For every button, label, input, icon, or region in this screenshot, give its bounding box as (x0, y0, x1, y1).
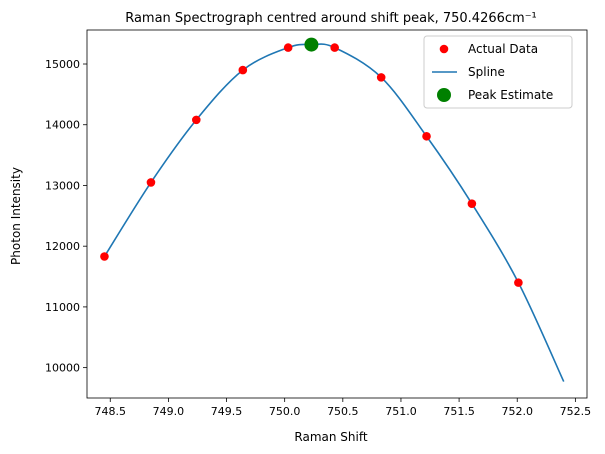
x-tick-label: 749.5 (211, 405, 243, 418)
data-point (330, 43, 339, 52)
data-point (146, 178, 156, 187)
x-tick-label: 751.5 (443, 405, 475, 418)
y-tick-label: 10000 (45, 362, 80, 375)
y-axis-label: Photon Intensity (9, 167, 23, 265)
data-point (422, 131, 431, 141)
legend: Actual Data Spline Peak Estimate (423, 35, 573, 109)
y-tick-label: 12000 (45, 240, 80, 253)
data-point (283, 43, 293, 52)
peak-estimate-point (304, 37, 319, 52)
legend-label: Spline (468, 65, 505, 79)
x-axis-label: Raman Shift (294, 430, 367, 444)
y-tick-label: 15000 (45, 58, 80, 71)
x-tick-label: 752.0 (501, 405, 533, 418)
y-tick-label: 14000 (45, 119, 80, 132)
x-tick-label: 749.0 (153, 405, 185, 418)
chart-title: Raman Spectrograph centred around shift … (125, 11, 537, 26)
y-tick-label: 13000 (45, 179, 80, 192)
legend-label: Actual Data (468, 42, 538, 56)
series-layer (100, 37, 565, 382)
data-point (467, 199, 477, 208)
data-point (376, 73, 386, 82)
spline-line (103, 43, 565, 382)
data-point (514, 278, 523, 287)
y-tick-label: 11000 (45, 301, 80, 314)
y-axis: 10000 11000 12000 13000 14000 15000 (45, 58, 87, 375)
legend-swatch-peak-estimate (437, 88, 451, 102)
x-tick-label: 750.5 (327, 405, 359, 418)
x-tick-label: 751.0 (385, 405, 417, 418)
x-tick-label: 752.5 (560, 405, 592, 418)
legend-box (423, 35, 573, 109)
x-tick-label: 748.5 (95, 405, 127, 418)
x-axis: 748.5 749.0 749.5 750.0 750.5 751.0 751.5 752.0… (95, 398, 592, 418)
x-tick-label: 750.0 (269, 405, 301, 418)
data-point (100, 252, 109, 261)
data-point (192, 115, 201, 125)
data-point (238, 65, 248, 75)
legend-label: Peak Estimate (468, 88, 553, 102)
legend-swatch-actual-data (439, 44, 449, 54)
